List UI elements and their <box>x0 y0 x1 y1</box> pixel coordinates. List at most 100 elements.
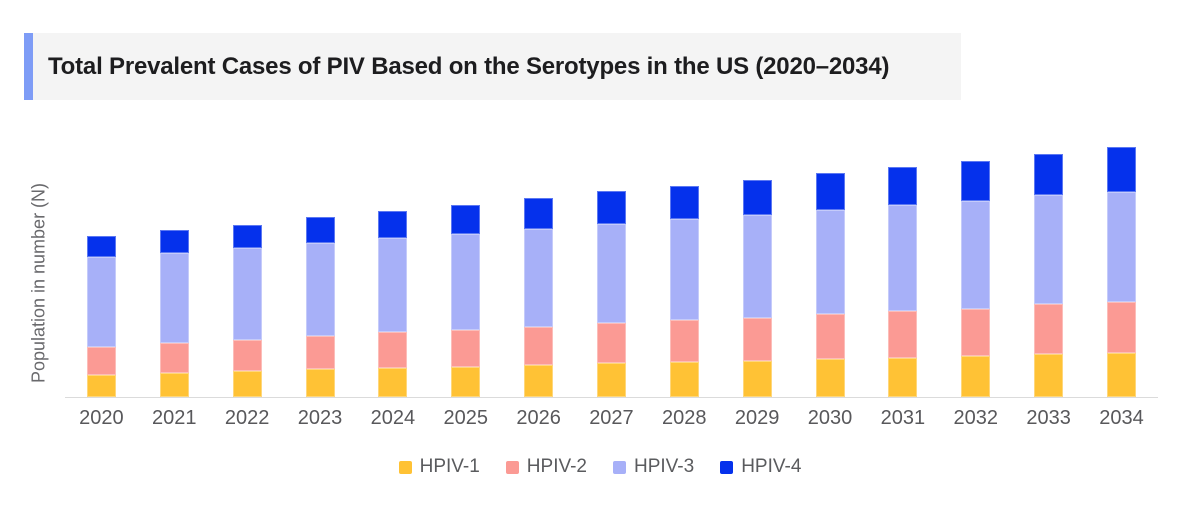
bar-group-2024 <box>356 137 429 397</box>
bar-segment-hpiv-3-2026[interactable] <box>524 229 554 327</box>
bar-segment-hpiv-1-2020[interactable] <box>86 375 116 397</box>
bar-group-2027 <box>575 137 648 397</box>
bar-group-2034 <box>1085 137 1158 397</box>
x-tick-label-2028: 2028 <box>662 407 707 429</box>
bar-segment-hpiv-2-2022[interactable] <box>232 340 262 371</box>
bar-group-2020 <box>65 137 138 397</box>
bar-segment-hpiv-2-2021[interactable] <box>159 343 189 373</box>
bar-segment-hpiv-2-2030[interactable] <box>815 314 845 359</box>
legend-label: HPIV-2 <box>526 456 587 477</box>
bar-segment-hpiv-2-2025[interactable] <box>451 330 481 367</box>
bar-segment-hpiv-2-2034[interactable] <box>1106 302 1136 353</box>
bar-segment-hpiv-3-2028[interactable] <box>669 219 699 320</box>
stacked-bar-2028[interactable] <box>669 186 699 397</box>
bar-segment-hpiv-1-2032[interactable] <box>961 356 991 397</box>
bar-segment-hpiv-3-2030[interactable] <box>815 210 845 314</box>
x-tick-label-2025: 2025 <box>443 407 488 429</box>
stacked-bar-2031[interactable] <box>888 167 918 397</box>
bar-segment-hpiv-2-2020[interactable] <box>86 347 116 375</box>
bar-segment-hpiv-1-2030[interactable] <box>815 359 845 397</box>
bar-segment-hpiv-1-2028[interactable] <box>669 362 699 397</box>
stacked-bar-2027[interactable] <box>596 191 626 397</box>
bar-segment-hpiv-4-2029[interactable] <box>742 180 772 215</box>
bar-segment-hpiv-4-2021[interactable] <box>159 230 189 253</box>
stacked-bar-2021[interactable] <box>159 230 189 397</box>
bar-segment-hpiv-2-2026[interactable] <box>524 327 554 365</box>
bar-segment-hpiv-1-2033[interactable] <box>1034 354 1064 397</box>
bar-group-2031 <box>866 137 939 397</box>
bar-segment-hpiv-3-2032[interactable] <box>961 201 991 309</box>
legend-item-hpiv-3[interactable]: HPIV-3 <box>613 456 694 478</box>
x-tick-label-2021: 2021 <box>152 407 197 429</box>
bar-segment-hpiv-1-2025[interactable] <box>451 367 481 397</box>
stacked-bar-2029[interactable] <box>742 180 772 397</box>
stacked-bar-2025[interactable] <box>451 205 481 397</box>
bar-segment-hpiv-1-2027[interactable] <box>596 363 626 397</box>
bar-segment-hpiv-2-2031[interactable] <box>888 311 918 358</box>
legend-item-hpiv-2[interactable]: HPIV-2 <box>505 456 587 478</box>
legend-label: HPIV-4 <box>741 456 802 477</box>
bar-segment-hpiv-4-2032[interactable] <box>961 161 991 201</box>
bar-segment-hpiv-4-2022[interactable] <box>232 225 262 248</box>
bar-segment-hpiv-1-2024[interactable] <box>378 368 408 397</box>
bar-segment-hpiv-2-2027[interactable] <box>596 323 626 363</box>
bar-segment-hpiv-2-2029[interactable] <box>742 318 772 361</box>
bar-segment-hpiv-4-2023[interactable] <box>305 217 335 243</box>
bar-segment-hpiv-2-2024[interactable] <box>378 332 408 368</box>
bar-segment-hpiv-2-2033[interactable] <box>1034 304 1064 354</box>
bar-segment-hpiv-3-2020[interactable] <box>86 257 116 347</box>
bar-segment-hpiv-2-2032[interactable] <box>961 309 991 356</box>
x-tick-label-2030: 2030 <box>807 407 853 429</box>
bar-segment-hpiv-3-2034[interactable] <box>1106 192 1136 302</box>
bar-segment-hpiv-3-2021[interactable] <box>159 253 189 343</box>
bar-segment-hpiv-3-2033[interactable] <box>1034 195 1064 304</box>
stacked-bar-2033[interactable] <box>1034 154 1064 397</box>
bar-segment-hpiv-4-2030[interactable] <box>815 173 845 210</box>
bar-segment-hpiv-1-2022[interactable] <box>232 371 262 397</box>
stacked-bar-2032[interactable] <box>961 161 991 397</box>
bar-segment-hpiv-3-2027[interactable] <box>596 224 626 323</box>
bar-segment-hpiv-1-2031[interactable] <box>888 358 918 397</box>
bar-segment-hpiv-1-2029[interactable] <box>742 361 772 397</box>
bar-segment-hpiv-4-2026[interactable] <box>524 198 554 229</box>
bar-segment-hpiv-1-2034[interactable] <box>1106 353 1136 397</box>
x-axis-line <box>65 397 1158 398</box>
bar-segment-hpiv-2-2028[interactable] <box>669 320 699 362</box>
stacked-bar-2022[interactable] <box>232 225 262 397</box>
bar-segment-hpiv-1-2023[interactable] <box>305 369 335 397</box>
bar-segment-hpiv-3-2025[interactable] <box>451 234 481 330</box>
bar-segment-hpiv-2-2023[interactable] <box>305 336 335 369</box>
bar-segment-hpiv-4-2034[interactable] <box>1106 147 1136 192</box>
chart-title-bar: Total Prevalent Cases of PIV Based on th… <box>24 33 961 100</box>
bar-segment-hpiv-1-2026[interactable] <box>524 365 554 397</box>
stacked-bar-2026[interactable] <box>524 198 554 397</box>
legend-label: HPIV-1 <box>419 456 480 477</box>
legend-swatch-icon <box>398 460 412 474</box>
x-tick-label-2022: 2022 <box>224 407 270 429</box>
title-accent-bar <box>24 33 33 100</box>
bar-segment-hpiv-3-2029[interactable] <box>742 215 772 318</box>
y-axis-label: Population in number (N) <box>28 182 49 384</box>
bar-group-2028 <box>648 137 721 397</box>
stacked-bar-2034[interactable] <box>1106 147 1136 397</box>
bar-segment-hpiv-3-2023[interactable] <box>305 243 335 336</box>
stacked-bar-2020[interactable] <box>86 236 116 397</box>
bar-segment-hpiv-4-2020[interactable] <box>86 236 116 257</box>
bar-segment-hpiv-1-2021[interactable] <box>159 373 189 397</box>
stacked-bar-2023[interactable] <box>305 217 335 397</box>
bar-segment-hpiv-3-2024[interactable] <box>378 238 408 332</box>
bar-segment-hpiv-3-2031[interactable] <box>888 205 918 311</box>
legend-item-hpiv-4[interactable]: HPIV-4 <box>720 456 801 478</box>
x-tick-label-2031: 2031 <box>880 407 926 429</box>
stacked-bar-2030[interactable] <box>815 173 845 397</box>
legend-item-hpiv-1[interactable]: HPIV-1 <box>398 456 480 478</box>
bar-segment-hpiv-4-2033[interactable] <box>1034 154 1064 195</box>
bar-segment-hpiv-4-2025[interactable] <box>451 205 481 234</box>
stacked-bar-2024[interactable] <box>378 211 408 397</box>
bar-segment-hpiv-4-2027[interactable] <box>596 191 626 224</box>
bar-segment-hpiv-4-2031[interactable] <box>888 167 918 205</box>
legend-swatch-icon <box>720 460 734 474</box>
bar-segment-hpiv-4-2028[interactable] <box>669 186 699 219</box>
bar-segment-hpiv-4-2024[interactable] <box>378 211 408 238</box>
bar-segment-hpiv-3-2022[interactable] <box>232 248 262 340</box>
